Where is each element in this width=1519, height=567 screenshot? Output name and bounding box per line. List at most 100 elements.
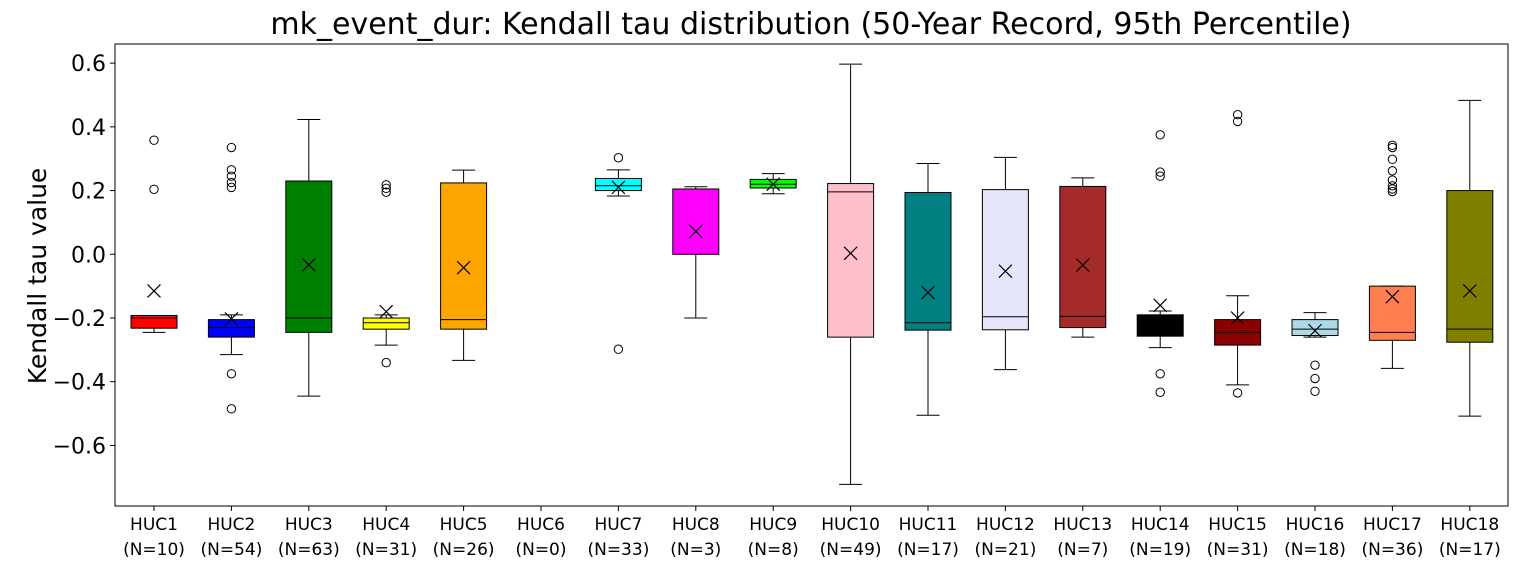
iqr-box	[594, 177, 642, 192]
box-huc11	[904, 162, 952, 416]
x-tick-count-label: (N=31)	[355, 540, 417, 560]
mean-marker	[766, 177, 781, 192]
x-tick-label: HUC5	[440, 515, 488, 535]
outlier-point	[1155, 130, 1165, 140]
iqr-box	[827, 183, 875, 338]
mean-marker	[1153, 298, 1168, 313]
outlier-point	[1155, 387, 1165, 397]
mean-marker	[998, 264, 1013, 279]
iqr-box	[362, 317, 410, 330]
iqr-box	[1368, 285, 1416, 341]
mean-marker	[611, 180, 626, 195]
x-tick-count-label: (N=63)	[278, 540, 340, 560]
x-tick-label: HUC14	[1131, 515, 1190, 535]
x-tick-label: HUC12	[976, 515, 1035, 535]
x-tick-count-label: (N=36)	[1361, 540, 1423, 560]
mean-marker	[379, 304, 394, 319]
box-huc4	[362, 180, 410, 368]
iqr-box	[130, 314, 178, 329]
outlier-point	[226, 369, 237, 379]
iqr-box	[1136, 314, 1184, 337]
iqr-box	[440, 182, 488, 330]
x-tick-label: HUC8	[672, 515, 720, 535]
outlier-point	[381, 187, 391, 197]
outlier-point	[1310, 373, 1320, 384]
x-tick-label: HUC15	[1208, 515, 1267, 535]
outlier-point	[1387, 184, 1398, 194]
x-tick-label: HUC1	[130, 515, 178, 535]
x-tick-label: HUC3	[285, 515, 333, 535]
outlier-point	[1232, 388, 1243, 398]
box-huc9	[749, 173, 797, 195]
x-tick-count-label: (N=7)	[1057, 540, 1108, 560]
x-tick-count-label: (N=17)	[1439, 540, 1501, 560]
x-axis: HUC1 (N=10) HUC2 (N=54) HUC3 (N=63) HUC4 (N=31)…	[123, 506, 1501, 560]
y-tick-label: −0.4	[53, 371, 106, 396]
y-tick-label: −0.2	[53, 307, 106, 332]
outlier-point	[1155, 171, 1165, 181]
outlier-point	[1232, 116, 1243, 127]
mean-marker	[1230, 311, 1245, 325]
x-tick-count-label: (N=33)	[587, 540, 649, 560]
outlier-point	[381, 180, 391, 190]
outlier-point	[1387, 186, 1398, 197]
box-huc7	[594, 153, 642, 354]
outlier-point	[381, 357, 391, 368]
x-tick-count-label: (N=3)	[670, 540, 721, 560]
mean-marker	[688, 224, 703, 239]
outlier-point	[1155, 167, 1165, 177]
outlier-point	[226, 165, 237, 175]
x-tick-count-label: (N=31)	[1207, 540, 1269, 560]
y-axis-label: Kendall tau value	[23, 168, 52, 385]
x-tick-count-label: (N=26)	[433, 540, 495, 560]
iqr-box	[981, 189, 1029, 331]
outlier-point	[1310, 386, 1320, 396]
x-tick-label: HUC16	[1286, 515, 1345, 535]
chart-title: mk_event_dur: Kendall tau distribution (…	[270, 7, 1351, 42]
outlier-point	[149, 135, 159, 145]
outlier-point	[1232, 110, 1243, 120]
box-huc12	[981, 156, 1029, 371]
box-huc15	[1214, 110, 1262, 398]
x-tick-label: HUC6	[517, 515, 565, 535]
y-tick-label: 0.6	[71, 52, 106, 77]
x-tick-label: HUC10	[821, 515, 880, 535]
y-tick-label: −0.6	[53, 434, 106, 459]
outlier-point	[1387, 142, 1398, 153]
outlier-point	[1387, 140, 1398, 151]
mean-marker	[843, 246, 858, 261]
box-huc2	[207, 142, 255, 414]
mean-marker	[224, 312, 239, 326]
x-tick-count-label: (N=17)	[897, 540, 959, 560]
x-tick-count-label: (N=0)	[515, 540, 566, 560]
x-tick-label: HUC13	[1053, 515, 1112, 535]
outlier-point	[613, 344, 624, 354]
box-huc1	[130, 135, 178, 333]
y-axis: −0.6 −0.4 −0.2 0.0 0.2 0.4 0.6	[53, 52, 115, 459]
mean-marker	[456, 260, 471, 275]
x-tick-label: HUC2	[207, 515, 255, 535]
outlier-point	[226, 142, 237, 153]
box-huc5	[440, 169, 488, 361]
x-tick-label: HUC9	[749, 515, 797, 535]
x-tick-count-label: (N=10)	[123, 540, 185, 560]
x-tick-count-label: (N=18)	[1284, 540, 1346, 560]
mean-marker	[921, 285, 935, 300]
plot-area	[130, 63, 1494, 485]
iqr-box	[1059, 185, 1107, 329]
x-tick-label: HUC17	[1363, 515, 1422, 535]
mean-marker	[1308, 323, 1322, 338]
box-huc16	[1291, 312, 1339, 396]
plot-frame	[114, 43, 1509, 507]
x-tick-count-label: (N=8)	[748, 540, 799, 560]
y-tick-label: 0.4	[71, 116, 106, 141]
box-huc3	[285, 119, 333, 397]
outlier-point	[1387, 181, 1398, 191]
box-huc10	[827, 63, 875, 485]
mean-marker	[1075, 258, 1090, 273]
box-huc18	[1446, 99, 1494, 417]
outlier-point	[226, 171, 237, 181]
x-tick-count-label: (N=49)	[820, 540, 882, 560]
outlier-point	[1310, 360, 1320, 370]
outlier-point	[1387, 175, 1398, 185]
